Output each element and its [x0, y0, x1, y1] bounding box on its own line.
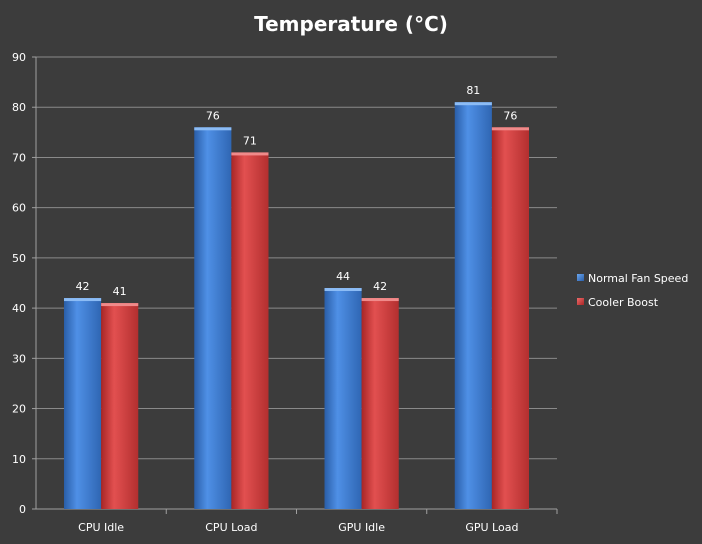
- data-label: 41: [113, 285, 127, 298]
- data-label: 44: [336, 270, 350, 283]
- y-tick-label: 30: [12, 352, 26, 365]
- bar-cap: [101, 303, 139, 307]
- bar-cap: [324, 288, 362, 292]
- bar-normal-fan-speed-gpu-idle: [324, 288, 362, 509]
- data-label: 81: [466, 84, 480, 97]
- y-tick-label: 60: [12, 202, 26, 215]
- legend-swatch: [577, 274, 584, 281]
- legend-label: Normal Fan Speed: [588, 272, 688, 285]
- bar-cap: [194, 127, 232, 131]
- y-tick-label: 80: [12, 101, 26, 114]
- legend-swatch: [577, 298, 584, 305]
- data-label: 76: [503, 109, 517, 122]
- bar-cooler-boost-gpu-load: [491, 127, 529, 510]
- bar-cap: [361, 298, 399, 302]
- bar-cooler-boost-cpu-load: [231, 152, 269, 509]
- y-tick-label: 40: [12, 302, 26, 315]
- y-tick-label: 10: [12, 453, 26, 466]
- x-tick-label: CPU Load: [205, 521, 257, 534]
- data-label: 42: [76, 280, 90, 293]
- y-tick-label: 50: [12, 252, 26, 265]
- bar-normal-fan-speed-cpu-load: [194, 127, 232, 510]
- data-label: 76: [206, 109, 220, 122]
- x-tick-label: CPU Idle: [78, 521, 124, 534]
- y-tick-label: 70: [12, 151, 26, 164]
- bar-cap: [454, 102, 492, 106]
- bar-cap: [491, 127, 529, 131]
- chart-title: Temperature (°C): [254, 12, 448, 36]
- bar-cap: [64, 298, 102, 302]
- x-tick-label: GPU Idle: [338, 521, 385, 534]
- x-tick-label: GPU Load: [465, 521, 518, 534]
- bar-cooler-boost-gpu-idle: [361, 298, 399, 509]
- y-tick-label: 20: [12, 403, 26, 416]
- y-tick-label: 0: [19, 503, 26, 516]
- y-tick-label: 90: [12, 51, 26, 64]
- legend-label: Cooler Boost: [588, 296, 659, 309]
- data-label: 42: [373, 280, 387, 293]
- bar-normal-fan-speed-gpu-load: [454, 102, 492, 509]
- bar-normal-fan-speed-cpu-idle: [64, 298, 102, 509]
- bar-cap: [231, 152, 269, 156]
- data-label: 71: [243, 134, 257, 147]
- bar-cooler-boost-cpu-idle: [101, 303, 139, 509]
